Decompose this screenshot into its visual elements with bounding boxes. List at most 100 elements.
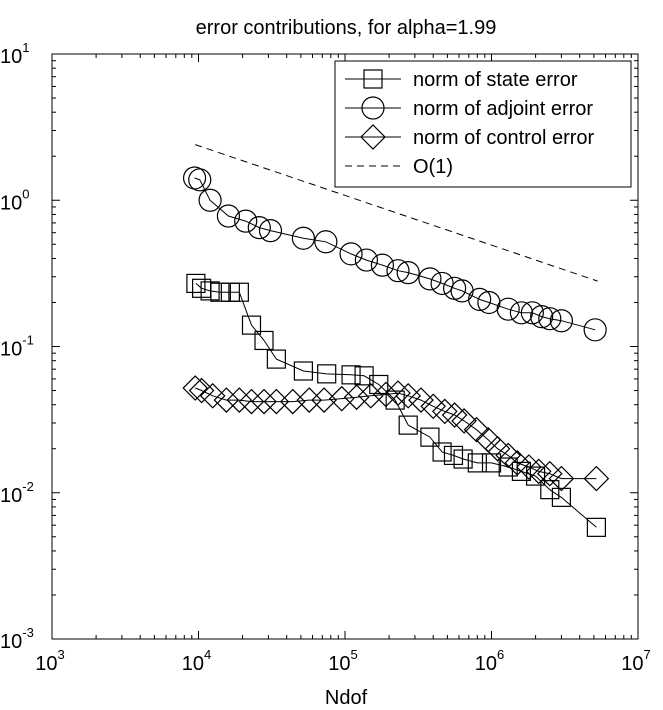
data-point <box>548 465 575 492</box>
data-point <box>396 261 420 285</box>
y-tick-base: 10 <box>0 46 22 68</box>
data-point <box>431 398 458 425</box>
data-point <box>251 388 277 415</box>
data-point <box>538 307 562 331</box>
legend-label: norm of control error <box>413 127 595 149</box>
x-tick-label: 105 <box>328 647 357 675</box>
data-point <box>451 408 477 434</box>
data-point <box>372 381 399 408</box>
data-point <box>291 226 315 250</box>
data-point <box>525 458 552 485</box>
x-tick-exponent: 5 <box>351 647 358 662</box>
legend-entry: norm of control error <box>345 124 595 150</box>
data-point <box>357 382 384 409</box>
data-point <box>296 387 323 413</box>
data-point <box>463 416 490 443</box>
x-tick-label: 103 <box>35 647 64 675</box>
legend-swatch-marker <box>360 124 386 150</box>
series-line <box>195 387 597 480</box>
data-point <box>395 382 422 409</box>
x-tick-label: 104 <box>182 647 211 675</box>
series-line <box>194 177 596 331</box>
x-tick-base: 10 <box>35 653 57 675</box>
x-tick-base: 10 <box>182 653 204 675</box>
x-tick-exponent: 6 <box>497 647 504 662</box>
data-point <box>341 365 361 385</box>
data-point <box>520 301 544 325</box>
series-layer <box>182 144 610 537</box>
y-tick-base: 10 <box>0 192 22 214</box>
y-tick-label: 10-2 <box>0 479 34 507</box>
data-point <box>213 387 240 413</box>
x-tick-exponent: 7 <box>644 647 651 662</box>
data-point <box>453 449 473 469</box>
legend-swatch-marker <box>363 69 383 89</box>
data-point <box>210 282 230 302</box>
data-point <box>226 387 253 413</box>
data-point <box>386 259 410 283</box>
y-tick-base: 10 <box>0 485 22 507</box>
data-point <box>443 445 464 466</box>
y-tick-exponent: -1 <box>22 333 34 348</box>
y-tick-label: 100 <box>0 186 29 214</box>
x-tick-base: 10 <box>475 653 497 675</box>
series-none <box>195 144 598 282</box>
legend-label: norm of adjoint error <box>413 98 593 120</box>
legend-label: norm of state error <box>413 69 578 91</box>
data-point <box>279 388 306 415</box>
x-tick-exponent: 3 <box>58 647 65 662</box>
data-point <box>430 271 454 296</box>
data-point <box>509 301 534 325</box>
y-tick-label: 101 <box>0 40 29 68</box>
y-tick-label: 10-3 <box>0 625 34 653</box>
data-point <box>370 253 394 277</box>
y-tick-exponent: -3 <box>22 625 34 640</box>
data-point <box>432 442 452 462</box>
data-point <box>420 427 440 447</box>
data-point <box>398 415 418 435</box>
y-tick-exponent: 1 <box>22 40 29 55</box>
data-point <box>496 297 520 321</box>
x-tick-label: 106 <box>475 647 504 675</box>
series-diamond <box>182 375 610 492</box>
data-point <box>247 216 271 240</box>
data-point <box>540 480 560 500</box>
x-tick-base: 10 <box>621 653 643 675</box>
legend-label: O(1) <box>413 156 453 178</box>
legend-entry: norm of adjoint error <box>345 96 593 120</box>
data-point <box>182 375 209 401</box>
data-point <box>188 168 212 192</box>
data-point <box>198 188 222 212</box>
y-tick-exponent: 0 <box>22 186 29 201</box>
data-point <box>468 287 492 311</box>
data-point <box>241 315 262 335</box>
series-circle <box>182 166 607 342</box>
x-tick-exponent: 4 <box>204 647 211 662</box>
data-point <box>354 248 379 272</box>
data-point <box>314 230 338 254</box>
data-point <box>293 361 313 381</box>
y-tick-base: 10 <box>0 339 22 361</box>
data-point <box>551 487 571 507</box>
data-point <box>266 349 286 369</box>
data-point <box>583 465 610 492</box>
legend-entry: O(1) <box>345 156 453 178</box>
data-point <box>258 219 283 243</box>
data-point <box>408 387 434 413</box>
data-point <box>484 435 511 462</box>
y-tick-base: 10 <box>0 631 22 653</box>
data-point <box>216 204 241 228</box>
y-tick-exponent: -2 <box>22 479 34 494</box>
x-tick-label: 107 <box>621 647 650 675</box>
data-point <box>467 453 487 473</box>
data-point <box>549 309 573 333</box>
series-line <box>195 144 598 282</box>
data-point <box>516 454 542 480</box>
data-point <box>317 364 337 384</box>
chart-title: error contributions, for alpha=1.99 <box>196 17 497 39</box>
data-point <box>254 330 274 351</box>
data-point <box>385 380 411 406</box>
data-point <box>530 305 554 329</box>
data-point <box>339 242 363 266</box>
